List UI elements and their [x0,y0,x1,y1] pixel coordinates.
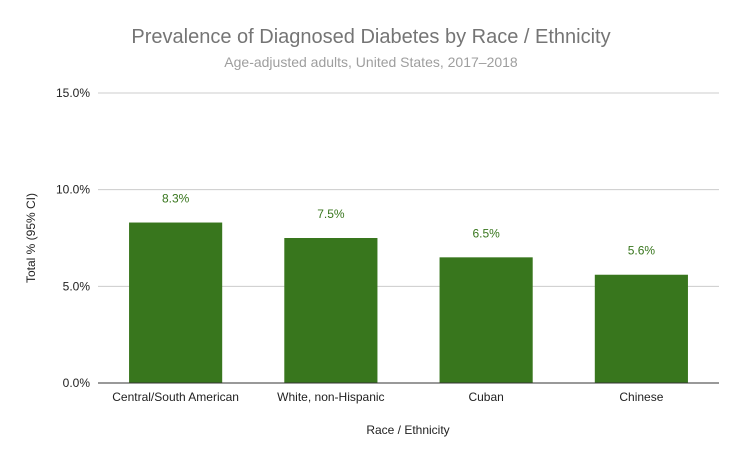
y-tick-label: 15.0% [56,86,90,100]
x-tick-label: Central/South American [112,390,239,404]
bar [439,257,533,383]
chart-subtitle: Age-adjusted adults, United States, 2017… [224,54,518,70]
y-tick-label: 5.0% [63,279,91,293]
bars [129,222,688,383]
x-tick-label: Chinese [619,390,663,404]
bar [129,222,223,383]
y-tick-label: 10.0% [56,183,90,197]
bar [594,274,688,383]
x-tick-label: White, non-Hispanic [277,390,384,404]
y-axis-ticks: 0.0% 5.0% 10.0% 15.0% [56,86,90,390]
bar [284,238,378,383]
x-axis-ticks: Central/South American White, non-Hispani… [112,390,663,404]
x-tick-label: Cuban [468,390,503,404]
data-label: 8.3% [162,192,190,206]
data-labels: 8.3% 7.5% 6.5% 5.6% [162,192,655,258]
x-axis-title: Race / Ethnicity [366,423,449,437]
chart-title: Prevalence of Diagnosed Diabetes by Race… [131,26,610,48]
y-tick-label: 0.0% [63,376,91,390]
data-label: 6.5% [472,226,500,240]
data-label: 7.5% [317,207,345,221]
y-axis-title: Total % (95% CI) [24,193,38,283]
data-label: 5.6% [628,244,656,258]
